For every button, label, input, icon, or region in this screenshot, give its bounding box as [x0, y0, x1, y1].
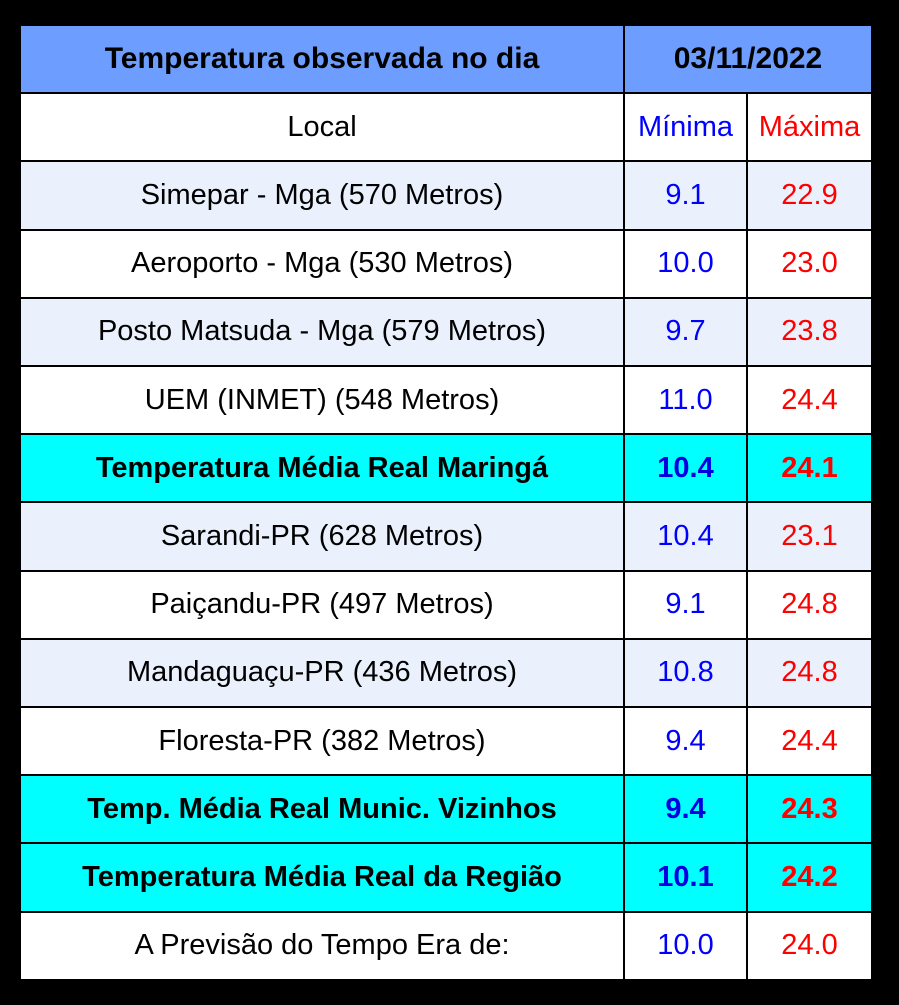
- location-cell: Paiçandu-PR (497 Metros): [19, 569, 625, 640]
- min-temp-cell: 10.0: [623, 228, 748, 299]
- table-row: A Previsão do Tempo Era de: 10.0 24.0: [19, 910, 873, 982]
- location-cell: Simepar - Mga (570 Metros): [19, 160, 625, 231]
- location-cell: Temperatura Média Real Maringá: [19, 433, 625, 504]
- max-temp-cell: 24.2: [746, 842, 873, 913]
- column-header-min: Mínima: [623, 92, 748, 163]
- table-row: Floresta-PR (382 Metros) 9.4 24.4: [19, 706, 873, 777]
- min-temp-cell: 9.1: [623, 160, 748, 231]
- average-row: Temp. Média Real Munic. Vizinhos 9.4 24.3: [19, 774, 873, 845]
- table-row: Sarandi-PR (628 Metros) 10.4 23.1: [19, 501, 873, 572]
- temperature-table: Temperatura observada no dia 03/11/2022 …: [19, 23, 873, 982]
- min-temp-cell: 10.1: [623, 842, 748, 913]
- min-temp-cell: 10.4: [623, 501, 748, 572]
- max-temp-cell: 23.0: [746, 228, 873, 299]
- temperature-table-sheet: Temperatura observada no dia 03/11/2022 …: [19, 23, 873, 982]
- location-cell: Posto Matsuda - Mga (579 Metros): [19, 296, 625, 368]
- table-row: UEM (INMET) (548 Metros) 11.0 24.4: [19, 365, 873, 436]
- max-temp-cell: 24.4: [746, 365, 873, 436]
- table-row: Aeroporto - Mga (530 Metros) 10.0 23.0: [19, 228, 873, 299]
- max-temp-cell: 24.3: [746, 774, 873, 845]
- max-temp-cell: 23.8: [746, 296, 873, 368]
- min-temp-cell: 9.1: [623, 569, 748, 640]
- location-cell: Temperatura Média Real da Região: [19, 842, 625, 913]
- min-temp-cell: 10.0: [623, 910, 748, 982]
- column-header-max: Máxima: [746, 92, 873, 163]
- max-temp-cell: 23.1: [746, 501, 873, 572]
- table-row: Mandaguaçu-PR (436 Metros) 10.8 24.8: [19, 637, 873, 709]
- location-cell: UEM (INMET) (548 Metros): [19, 365, 625, 436]
- location-cell: Mandaguaçu-PR (436 Metros): [19, 637, 625, 709]
- table-row: Paiçandu-PR (497 Metros) 9.1 24.8: [19, 569, 873, 640]
- table-row: Posto Matsuda - Mga (579 Metros) 9.7 23.8: [19, 296, 873, 368]
- location-cell: Temp. Média Real Munic. Vizinhos: [19, 774, 625, 845]
- min-temp-cell: 9.4: [623, 774, 748, 845]
- average-row: Temperatura Média Real Maringá 10.4 24.1: [19, 433, 873, 504]
- observation-date: 03/11/2022: [623, 23, 873, 95]
- min-temp-cell: 9.7: [623, 296, 748, 368]
- max-temp-cell: 24.4: [746, 706, 873, 777]
- min-temp-cell: 11.0: [623, 365, 748, 436]
- max-temp-cell: 24.8: [746, 569, 873, 640]
- average-row: Temperatura Média Real da Região 10.1 24.2: [19, 842, 873, 913]
- max-temp-cell: 24.0: [746, 910, 873, 982]
- min-temp-cell: 10.8: [623, 637, 748, 709]
- min-temp-cell: 10.4: [623, 433, 748, 504]
- max-temp-cell: 24.8: [746, 637, 873, 709]
- column-header-row: Local Mínima Máxima: [19, 92, 873, 163]
- location-cell: A Previsão do Tempo Era de:: [19, 910, 625, 982]
- location-cell: Aeroporto - Mga (530 Metros): [19, 228, 625, 299]
- title-row: Temperatura observada no dia 03/11/2022: [19, 23, 873, 95]
- location-cell: Floresta-PR (382 Metros): [19, 706, 625, 777]
- table-title: Temperatura observada no dia: [19, 23, 625, 95]
- min-temp-cell: 9.4: [623, 706, 748, 777]
- column-header-local: Local: [19, 92, 625, 163]
- location-cell: Sarandi-PR (628 Metros): [19, 501, 625, 572]
- table-row: Simepar - Mga (570 Metros) 9.1 22.9: [19, 160, 873, 231]
- max-temp-cell: 22.9: [746, 160, 873, 231]
- max-temp-cell: 24.1: [746, 433, 873, 504]
